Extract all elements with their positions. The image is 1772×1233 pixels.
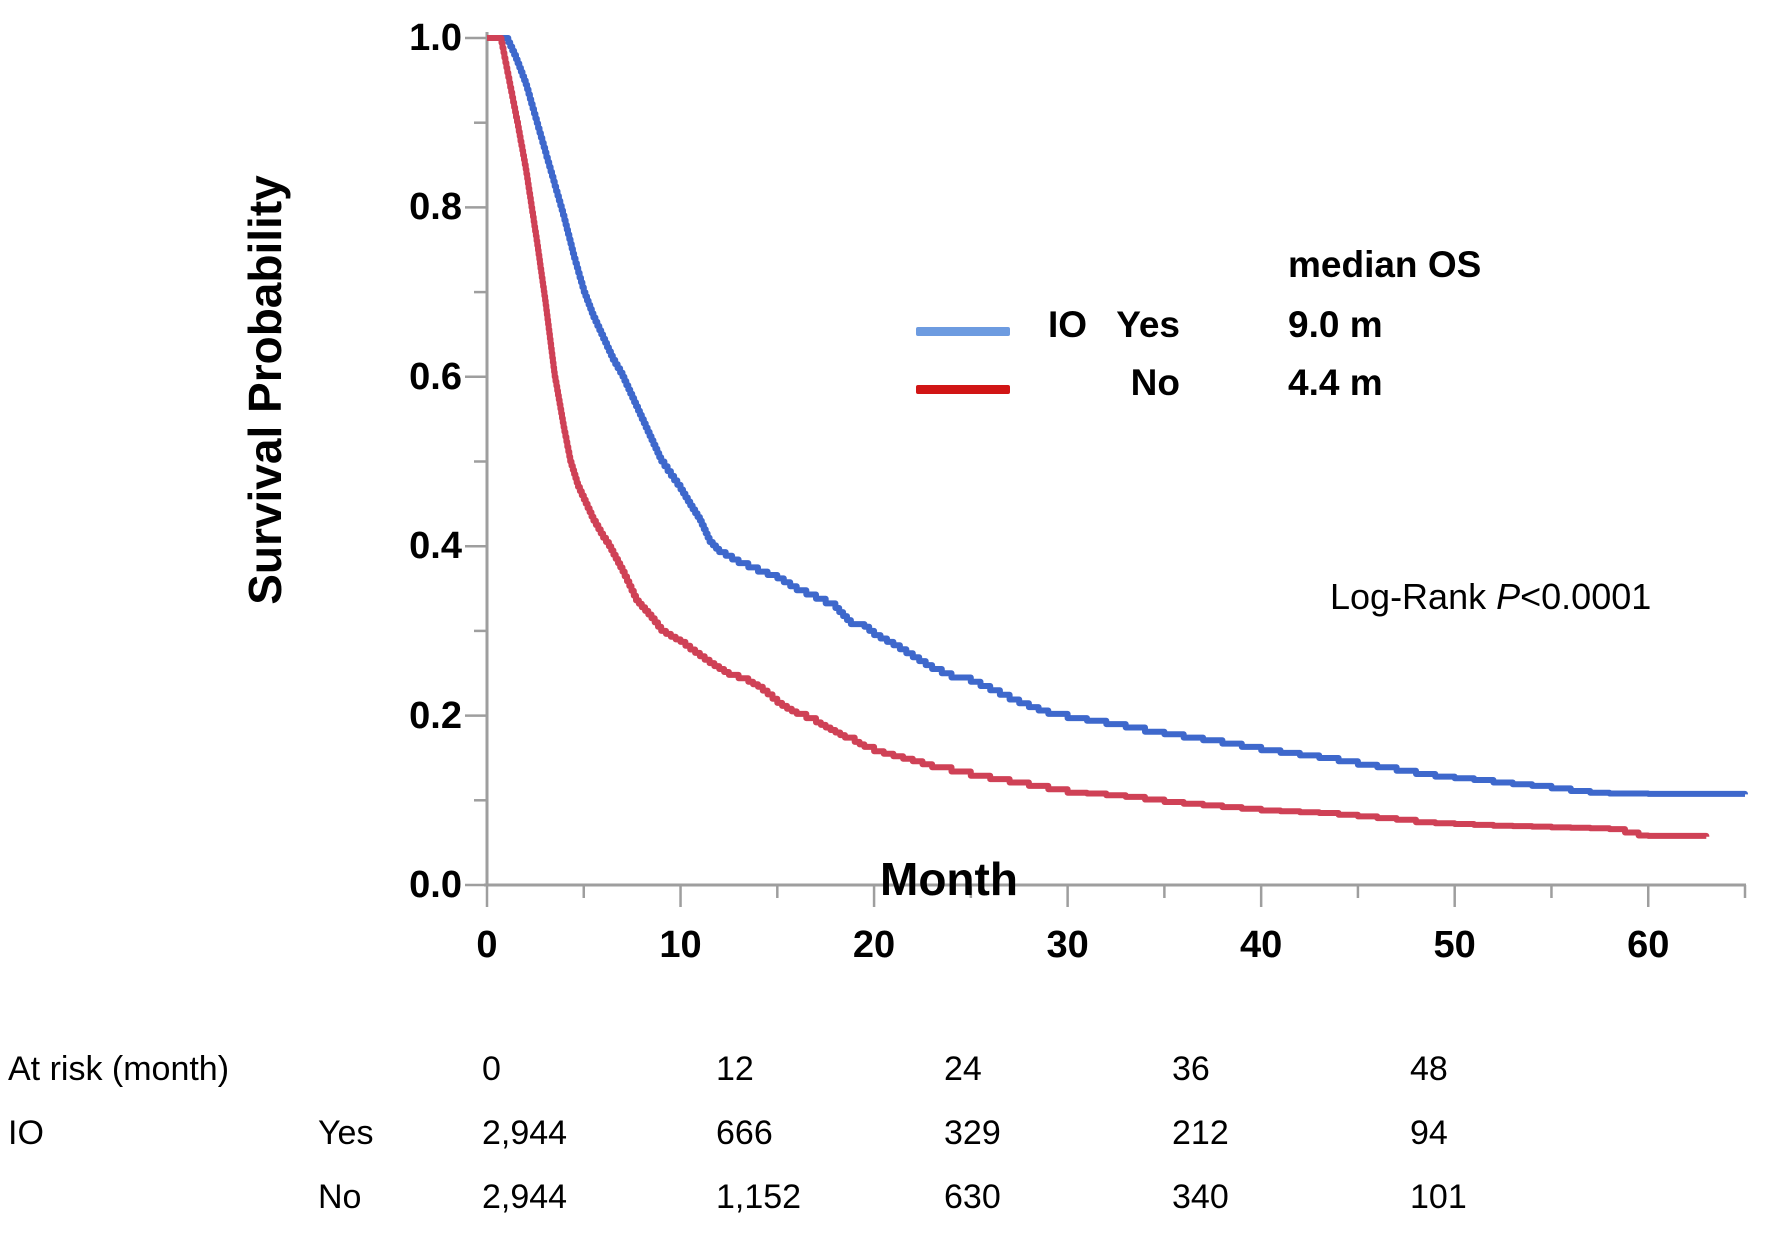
legend-median-no: 4.4 m [1288, 362, 1383, 403]
y-tick-label: 0.0 [409, 864, 462, 906]
legend-header-median-os: median OS [1288, 244, 1482, 285]
x-tick-label: 60 [1627, 924, 1670, 966]
at-risk-count: 2,944 [482, 1178, 568, 1216]
y-tick-label: 0.2 [409, 694, 462, 737]
logrank-p-symbol: P [1496, 576, 1521, 617]
at-risk-group-yes: Yes [318, 1114, 374, 1152]
at-risk-count: 94 [1410, 1114, 1448, 1152]
x-axis-title: Month [880, 853, 1018, 905]
at-risk-count: 630 [944, 1178, 1001, 1216]
y-tick-label: 1.0 [409, 17, 462, 59]
at-risk-row-header: At risk (month) [8, 1050, 230, 1088]
legend-label-yes: Yes [1116, 304, 1180, 345]
at-risk-group-header: IO [8, 1114, 44, 1152]
at-risk-count: 1,152 [716, 1178, 802, 1216]
legend-swatch-io-yes-line [916, 327, 1010, 336]
x-tick-label: 30 [1046, 924, 1089, 966]
logrank-prefix: Log-Rank [1330, 576, 1497, 617]
survival-curve-no [487, 35, 1710, 839]
at-risk-count: 340 [1172, 1178, 1229, 1216]
at-risk-count: 329 [944, 1114, 1001, 1152]
x-tick-label: 20 [852, 924, 896, 966]
y-axis-title: Survival Probability [239, 175, 291, 605]
at-risk-month-tick: 0 [482, 1050, 501, 1088]
legend-median-yes: 9.0 m [1288, 304, 1383, 345]
at-risk-count: 212 [1172, 1114, 1229, 1152]
y-tick-label: 0.8 [409, 186, 462, 229]
y-tick-label: 0.6 [409, 355, 462, 398]
x-tick-label: 10 [659, 924, 702, 966]
at-risk-group-no: No [318, 1178, 362, 1216]
y-tick-label: 0.4 [409, 525, 462, 568]
x-tick-label: 0 [476, 924, 498, 966]
legend-label-no: No [1130, 362, 1180, 403]
x-tick-label: 40 [1240, 924, 1283, 966]
at-risk-count: 101 [1410, 1178, 1467, 1216]
at-risk-month-tick: 24 [944, 1050, 982, 1088]
survival-curve-io-yes [487, 35, 1748, 797]
at-risk-count: 2,944 [482, 1114, 568, 1152]
legend-swatch-io-no-line [916, 385, 1010, 394]
logrank-value: <0.0001 [1520, 576, 1652, 617]
at-risk-month-tick: 48 [1410, 1050, 1448, 1088]
at-risk-month-tick: 12 [716, 1050, 754, 1088]
logrank-annotation: Log-Rank P<0.0001 [1330, 576, 1651, 618]
at-risk-month-tick: 36 [1172, 1050, 1210, 1088]
at-risk-count: 666 [716, 1114, 773, 1152]
x-tick-label: 50 [1433, 924, 1476, 966]
legend-group-prefix: IO [1048, 304, 1088, 345]
